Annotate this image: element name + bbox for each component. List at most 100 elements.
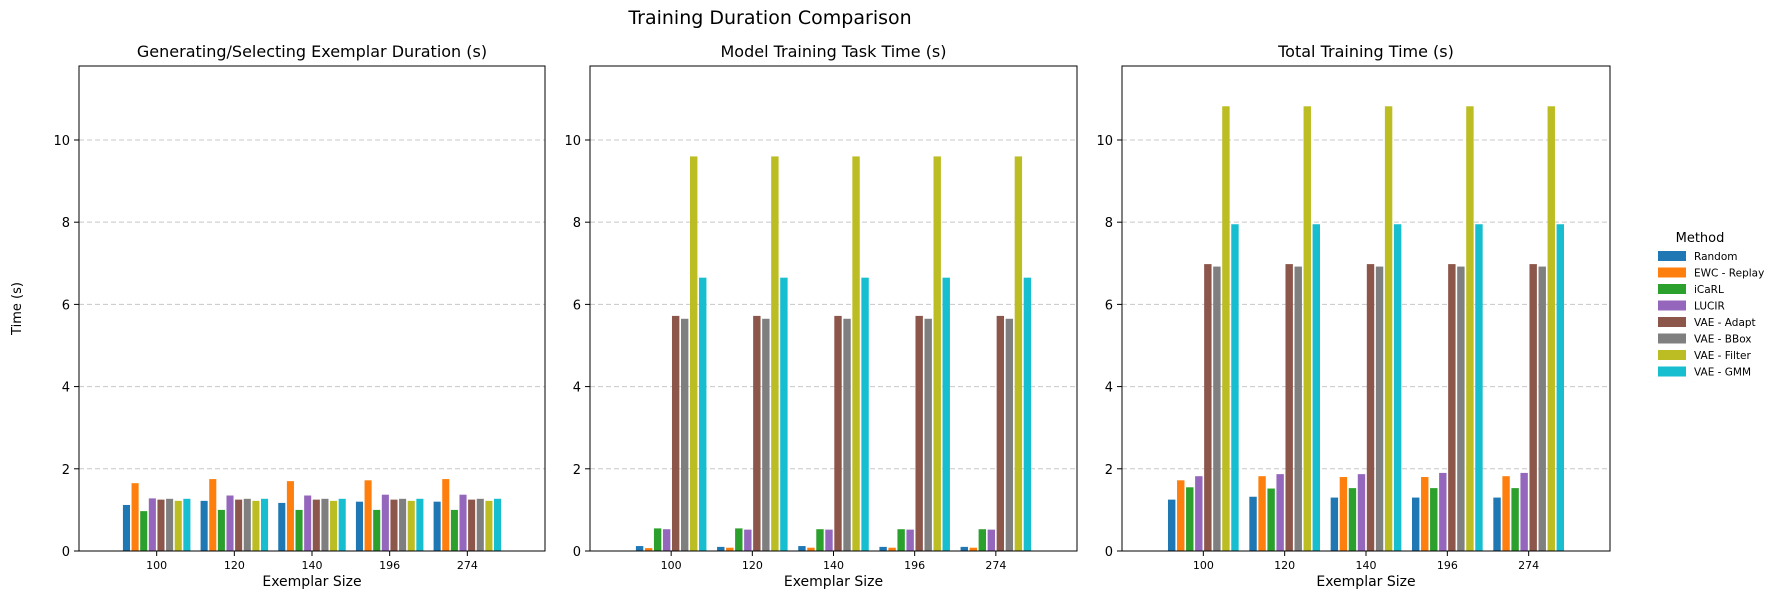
bar [1195,476,1203,551]
x-tick-label: 120 [742,559,763,572]
bar [1411,497,1420,551]
bar [1204,264,1212,551]
bar [1276,474,1284,551]
bar [1421,477,1429,551]
bar [933,156,941,552]
plot-frame [589,65,1078,552]
bar [978,529,987,551]
legend-swatch [1658,366,1686,377]
bar [1529,264,1537,551]
bar [825,529,833,551]
bar [304,495,312,551]
legend-entry: LUCIR [1694,301,1725,313]
bar [312,499,320,551]
bar [338,498,346,551]
y-tick-label: 0 [573,545,581,560]
legend-entry: iCaRL [1694,284,1724,296]
bar [662,529,671,551]
bar [1520,472,1528,551]
bar [671,315,680,551]
y-axis-label: Time (s) [10,282,25,336]
legend-entry: VAE - BBox [1694,334,1752,346]
bar [399,498,407,551]
y-tick-label: 4 [573,381,581,396]
x-tick-label: 274 [1518,559,1539,572]
bar [1312,224,1321,552]
bar [780,277,788,551]
bar [1005,318,1014,551]
y-tick-label: 10 [1096,134,1113,149]
bar [888,547,896,551]
y-tick-label: 10 [564,134,581,149]
legend-swatch [1658,333,1686,344]
x-tick-label: 140 [823,559,844,572]
plot-frame [78,65,546,552]
bar [1249,496,1257,551]
bar [364,480,372,551]
bar [183,498,191,551]
legend-swatch [1658,251,1686,261]
bar [1393,224,1402,552]
x-axis-label: Exemplar Size [1316,574,1415,590]
bar [468,499,476,551]
bar [485,500,493,551]
y-tick-label: 0 [1105,545,1113,560]
bar [644,548,653,551]
y-tick-label: 10 [53,134,70,149]
bar [217,509,225,551]
x-tick-label: 140 [1356,559,1377,572]
x-tick-label: 196 [1437,559,1458,572]
bar [278,502,286,551]
bar [252,500,260,551]
bar [140,511,148,551]
y-tick-label: 6 [1105,298,1113,313]
x-tick-label: 274 [985,559,1006,572]
y-tick-label: 0 [62,545,70,560]
bar [744,529,752,551]
y-tick-label: 8 [1105,216,1113,231]
bar [942,277,950,551]
bar [843,318,851,551]
bar [1339,477,1348,551]
legend-swatch [1658,317,1686,327]
y-tick-label: 4 [1105,381,1113,396]
x-tick-label: 196 [379,559,400,572]
bar [166,498,174,551]
y-tick-label: 2 [573,463,581,478]
bar [321,498,329,551]
bar [897,529,905,551]
y-tick-label: 4 [62,381,70,396]
bar [906,529,914,551]
x-tick-label: 120 [1274,559,1295,572]
legend-entry: Random [1694,251,1737,263]
bar [373,509,381,551]
bar [330,500,338,551]
bar [1448,264,1456,551]
subplot-title: Model Training Task Time (s) [720,42,946,61]
plot-frame [1121,65,1611,552]
bar [996,315,1005,551]
bar [816,529,824,551]
bar [200,500,208,551]
bar [753,315,761,551]
bar [209,479,217,551]
legend-entry: EWC - Replay [1694,268,1764,280]
bar [1014,156,1023,552]
bar [1213,266,1221,551]
x-tick-label: 100 [1193,559,1214,572]
x-tick-label: 140 [302,559,323,572]
figure-title: Training Duration Comparison [627,7,911,29]
bar [924,318,932,551]
bar [861,277,869,551]
bar [717,546,725,551]
bar [1384,106,1393,551]
legend-entry: VAE - GMM [1694,367,1751,379]
bar [1177,480,1185,551]
bar [226,495,234,551]
bar [1466,106,1474,551]
y-tick-label: 6 [573,298,581,313]
x-tick-label: 100 [661,559,682,572]
x-axis-label: Exemplar Size [262,574,361,590]
bar [690,156,698,552]
